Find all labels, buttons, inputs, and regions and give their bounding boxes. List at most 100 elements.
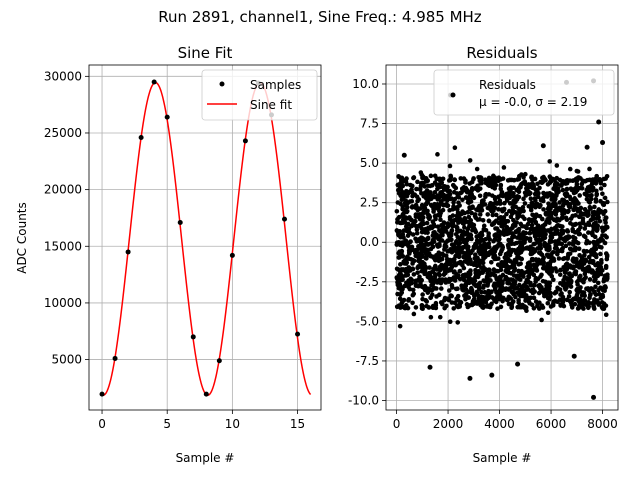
- residual-point: [570, 228, 576, 234]
- residual-point: [602, 195, 608, 201]
- residual-point: [539, 272, 544, 278]
- residual-point: [530, 290, 536, 296]
- residual-point: [395, 276, 401, 282]
- residual-point: [485, 212, 491, 217]
- residual-point: [540, 236, 546, 242]
- residual-point: [437, 212, 443, 218]
- residual-point: [440, 207, 446, 213]
- residual-point: [524, 308, 529, 314]
- residual-point: [419, 303, 425, 308]
- residual-point: [527, 271, 533, 277]
- residual-point: [523, 298, 528, 303]
- residual-point: [513, 294, 518, 300]
- residual-point: [492, 253, 498, 258]
- residual-point: [402, 283, 407, 289]
- residual-point: [482, 202, 488, 207]
- residual-point: [587, 204, 593, 210]
- residual-point: [428, 202, 434, 208]
- residual-point: [412, 192, 418, 198]
- residual-point: [460, 273, 466, 278]
- residual-point: [460, 250, 466, 255]
- residual-point: [531, 295, 537, 301]
- residual-point: [584, 238, 590, 244]
- residual-point: [413, 305, 419, 310]
- residual-point: [582, 226, 588, 231]
- residual-point: [456, 195, 462, 200]
- residual-point: [506, 301, 512, 307]
- residual-outlier-point: [467, 375, 473, 381]
- residual-point: [570, 213, 575, 219]
- residual-point: [549, 239, 554, 244]
- residual-point: [446, 288, 452, 293]
- residual-point: [517, 303, 523, 308]
- residual-point: [543, 231, 548, 237]
- residual-point: [407, 251, 412, 256]
- residual-point: [452, 196, 458, 202]
- residual-point: [474, 166, 480, 172]
- residual-point: [554, 163, 560, 168]
- residual-point: [460, 197, 465, 203]
- residual-point: [567, 298, 573, 304]
- residual-point: [524, 284, 530, 290]
- residual-point: [466, 214, 472, 220]
- residual-point: [605, 199, 610, 205]
- residual-point: [600, 306, 606, 311]
- residual-point: [493, 281, 498, 287]
- residual-point: [590, 213, 596, 218]
- residual-point: [477, 212, 483, 217]
- residual-point: [568, 278, 574, 284]
- residual-point: [472, 213, 478, 219]
- residual-point: [460, 246, 465, 251]
- residual-point: [529, 174, 534, 180]
- residual-point: [428, 314, 434, 320]
- residual-point: [483, 177, 488, 183]
- residual-point: [575, 208, 581, 214]
- residual-point: [584, 193, 590, 198]
- residual-point: [546, 201, 551, 206]
- residual-point: [417, 255, 423, 261]
- residual-point: [581, 220, 586, 226]
- residual-point: [422, 184, 428, 189]
- residual-point: [557, 233, 563, 238]
- residual-point: [404, 208, 410, 214]
- residual-point: [482, 289, 488, 295]
- residual-point: [603, 312, 609, 318]
- residual-point: [574, 279, 580, 285]
- residual-point: [457, 190, 463, 196]
- sine-fit-panel: Sine Fit 0 5 10 15 5000 10000 15000 20000 25000 3…: [15, 44, 322, 465]
- residual-point: [528, 295, 534, 301]
- residual-point: [559, 216, 564, 221]
- residual-outlier-point: [596, 119, 602, 125]
- residual-point: [581, 248, 587, 254]
- residual-point: [469, 290, 475, 296]
- residual-point: [401, 190, 406, 196]
- residual-point: [533, 299, 539, 304]
- residual-point: [602, 217, 608, 223]
- residual-point: [542, 240, 547, 246]
- residual-point: [448, 173, 453, 179]
- residual-point: [555, 223, 561, 228]
- residual-point: [414, 230, 420, 236]
- residual-point: [449, 300, 455, 305]
- residual-point: [394, 242, 400, 247]
- residual-point: [433, 263, 438, 269]
- residual-point: [499, 219, 505, 224]
- sample-point: [295, 331, 301, 337]
- y-tick-label: 25000: [44, 126, 82, 140]
- residual-point: [418, 237, 423, 243]
- residual-point: [442, 295, 448, 301]
- residual-point: [452, 269, 457, 274]
- residual-point: [516, 268, 521, 274]
- residual-point: [573, 269, 579, 274]
- residual-point: [596, 263, 601, 268]
- residual-point: [431, 280, 436, 285]
- residual-point: [504, 195, 510, 201]
- residual-point: [419, 277, 425, 283]
- residual-point: [405, 255, 410, 261]
- residual-point: [395, 291, 400, 297]
- residual-point: [486, 252, 491, 258]
- residual-point: [535, 223, 541, 229]
- residual-point: [441, 263, 447, 269]
- residual-point: [529, 222, 535, 228]
- residual-point: [445, 203, 451, 208]
